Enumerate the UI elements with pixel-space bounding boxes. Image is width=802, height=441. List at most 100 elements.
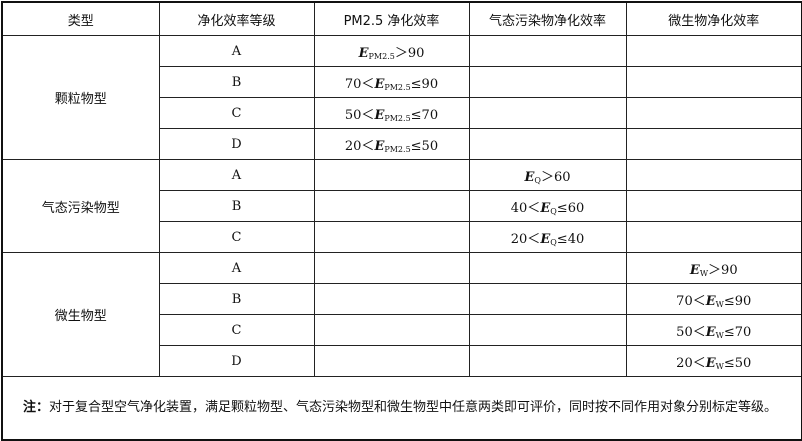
gas-efficiency-cell	[468, 35, 627, 67]
grade-cell: A	[158, 35, 315, 67]
header-row: 类型 净化效率等级 PM2.5 净化效率 气态污染物净化效率 微生物净化效率	[1, 1, 802, 36]
mic-efficiency-cell: 50＜EW≤70	[625, 314, 802, 346]
range-prefix: 70＜	[344, 76, 375, 92]
efficiency-symbol: E	[374, 138, 385, 154]
grade-cell: C	[158, 97, 315, 129]
pm-efficiency-cell	[313, 345, 470, 377]
range-suffix: ≤70	[410, 107, 439, 123]
efficiency-symbol: E	[374, 107, 385, 123]
efficiency-symbol: E	[705, 293, 716, 309]
mic-efficiency-cell	[625, 97, 802, 129]
pm-efficiency-cell	[313, 314, 470, 346]
type-cell: 颗粒物型	[1, 35, 160, 160]
gas-efficiency-cell: EQ＞60	[468, 159, 627, 191]
note-label: 注：	[23, 400, 50, 415]
table-row: D 20＜EW≤50	[2, 345, 802, 377]
gas-efficiency-cell: 40＜EQ≤60	[468, 190, 627, 222]
grade-cell: B	[158, 190, 315, 222]
efficiency-subscript: Q	[534, 175, 541, 185]
pm-efficiency-cell	[313, 283, 470, 315]
gas-efficiency-cell	[468, 283, 627, 315]
efficiency-subscript: W	[699, 268, 709, 278]
pm-efficiency-cell	[313, 221, 470, 253]
grade-cell: C	[158, 221, 315, 253]
range-suffix: ≤50	[723, 355, 752, 371]
range-prefix: 20＜	[344, 138, 375, 154]
type-cell: 气态污染物型	[1, 159, 160, 253]
range-suffix: ≤90	[723, 293, 752, 309]
range-prefix: 50＜	[344, 107, 375, 123]
efficiency-subscript: W	[715, 330, 724, 340]
mic-efficiency-cell	[625, 66, 802, 98]
efficiency-subscript: PM2.5	[384, 113, 411, 123]
mic-efficiency-cell	[625, 221, 802, 253]
gas-efficiency-cell	[468, 97, 627, 129]
grade-cell: C	[158, 314, 315, 346]
mic-efficiency-cell: 70＜EW≤90	[625, 283, 802, 315]
range-suffix: ＞90	[708, 262, 738, 278]
table-row: D 20＜EPM2.5≤50	[2, 128, 802, 160]
efficiency-subscript: PM2.5	[368, 51, 395, 61]
efficiency-subscript: PM2.5	[384, 144, 411, 154]
range-prefix: 70＜	[676, 293, 706, 309]
header-type: 类型	[1, 1, 160, 36]
efficiency-symbol: E	[705, 355, 716, 371]
grade-cell: D	[158, 128, 315, 160]
type-cell: 微生物型	[1, 252, 160, 377]
header-gas: 气态污染物净化效率	[468, 1, 627, 36]
efficiency-symbol: E	[689, 262, 700, 278]
header-pm25: PM2.5 净化效率	[313, 1, 470, 36]
table-row: B 70＜EW≤90	[2, 283, 802, 315]
table-row: C 50＜EW≤70	[2, 314, 802, 346]
table-row: 颗粒物型 A EPM2.5＞90	[1, 35, 802, 160]
mic-efficiency-cell	[625, 35, 802, 67]
pm-efficiency-cell	[313, 190, 470, 222]
gas-efficiency-cell	[468, 345, 627, 377]
range-prefix: 20＜	[676, 355, 706, 371]
table-row: 气态污染物型 A EQ＞60	[1, 159, 802, 253]
efficiency-subscript: PM2.5	[384, 82, 411, 92]
gas-efficiency-cell	[468, 66, 627, 98]
efficiency-symbol: E	[358, 45, 369, 61]
efficiency-subscript: W	[715, 361, 724, 371]
range-prefix: 50＜	[676, 324, 706, 340]
range-suffix: ≤40	[556, 231, 585, 247]
gas-efficiency-cell: 20＜EQ≤40	[468, 221, 627, 253]
range-suffix: ≤60	[556, 200, 585, 216]
grade-cell: A	[158, 252, 315, 284]
grade-cell: A	[158, 159, 315, 191]
efficiency-subscript: Q	[550, 237, 557, 247]
efficiency-subscript: W	[715, 299, 724, 309]
mic-efficiency-cell	[625, 128, 802, 160]
range-prefix: 20＜	[510, 231, 541, 247]
gas-efficiency-cell	[468, 128, 627, 160]
efficiency-symbol: E	[540, 200, 551, 216]
gas-efficiency-cell	[468, 252, 627, 284]
note-text: 对于复合型空气净化装置，满足颗粒物型、气态污染物型和微生物型中任意两类即可评价，…	[49, 400, 778, 415]
pm-efficiency-cell	[313, 252, 470, 284]
header-microbe: 微生物净化效率	[625, 1, 802, 36]
mic-efficiency-cell	[625, 159, 802, 191]
efficiency-symbol: E	[540, 231, 551, 247]
range-suffix: ≤50	[410, 138, 439, 154]
range-prefix: 40＜	[510, 200, 541, 216]
pm-efficiency-cell: 50＜EPM2.5≤70	[313, 97, 470, 129]
mic-efficiency-cell	[625, 190, 802, 222]
grade-cell: D	[158, 345, 315, 377]
range-suffix: ≤70	[723, 324, 752, 340]
header-grade: 净化效率等级	[158, 1, 315, 36]
efficiency-subscript: Q	[550, 206, 557, 216]
pm-efficiency-cell: 70＜EPM2.5≤90	[313, 66, 470, 98]
table-row: C 50＜EPM2.5≤70	[2, 97, 802, 129]
mic-efficiency-cell: 20＜EW≤50	[625, 345, 802, 377]
table-row: 微生物型 A EW＞90	[1, 252, 802, 377]
efficiency-symbol: E	[524, 169, 535, 185]
range-suffix: ＞60	[540, 169, 571, 185]
pm-efficiency-cell	[313, 159, 470, 191]
grade-cell: B	[158, 66, 315, 98]
efficiency-symbol: E	[374, 76, 385, 92]
table-row: C 20＜EQ≤40	[2, 221, 802, 253]
gas-efficiency-cell	[468, 314, 627, 346]
efficiency-symbol: E	[705, 324, 716, 340]
